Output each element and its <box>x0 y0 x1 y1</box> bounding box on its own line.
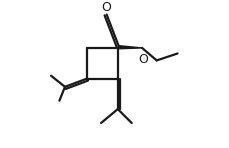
Polygon shape <box>117 47 119 48</box>
Text: O: O <box>137 53 147 66</box>
Polygon shape <box>119 46 142 49</box>
Text: O: O <box>101 1 111 14</box>
